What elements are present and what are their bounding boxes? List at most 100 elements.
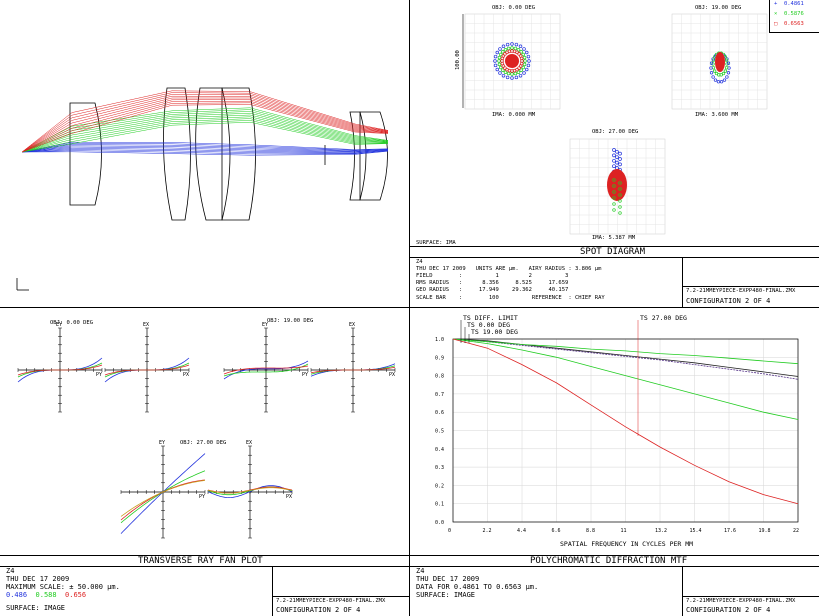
lens-1 bbox=[69, 102, 102, 206]
mtf-x-tick-label: 22 bbox=[793, 528, 799, 534]
spot-ima-label-2: IMA: 3.600 MM bbox=[695, 112, 739, 118]
mtf-series-label: TS 0.00 DEG bbox=[467, 321, 510, 329]
fan-file: 7.2-21MMEYPIECE-EXPP480-FINAL.ZMX bbox=[276, 598, 386, 604]
spot-ima-label-3: IMA: 5.387 MM bbox=[592, 235, 636, 241]
spot-obj-label-1: OBJ: 0.00 DEG bbox=[492, 5, 536, 11]
mtf-x-tick-label: 11 bbox=[621, 528, 627, 534]
ray-fan-panel: EY PY EX PX EY PY EX PX EY PY EX PX OBJ: 0.00 DEG O… bbox=[0, 308, 409, 616]
mtf-y-tick-label: 0.0 bbox=[435, 520, 444, 526]
green-rays bbox=[21, 107, 389, 153]
mtf-x-tick-label: 13.2 bbox=[655, 528, 667, 534]
svg-text:EX: EX bbox=[246, 440, 252, 446]
spot-scale-label: 100.00 bbox=[455, 50, 461, 70]
spot-obj-label-3: OBJ: 27.00 DEG bbox=[592, 129, 639, 135]
fan-field-label-2: OBJ: 19.00 DEG bbox=[267, 318, 314, 324]
spot-info-line3: RMS RADIUS : 8.356 8.525 17.659 bbox=[416, 280, 569, 286]
svg-text:PY: PY bbox=[302, 372, 308, 378]
mtf-grid bbox=[452, 338, 799, 523]
mtf-y-tick-label: 0.5 bbox=[435, 429, 444, 435]
layout-panel bbox=[0, 0, 409, 307]
mtf-y-tick-label: 0.4 bbox=[435, 447, 444, 453]
mtf-config: CONFIGURATION 2 OF 4 bbox=[686, 606, 771, 614]
mtf-x-tick-label: 4.4 bbox=[517, 528, 526, 534]
spot-info-line5: SCALE BAR : 100 REFERENCE : CHIEF RAY bbox=[416, 295, 605, 301]
mtf-y-tick-label: 0.9 bbox=[435, 355, 444, 361]
spot-info-line2: FIELD : 1 2 3 bbox=[416, 273, 569, 279]
spot-field-3 bbox=[569, 138, 666, 235]
vertical-divider bbox=[409, 0, 410, 616]
mtf-x-tick-label: 17.6 bbox=[724, 528, 736, 534]
horizontal-divider bbox=[0, 307, 819, 308]
fan-title: TRANSVERSE RAY FAN PLOT bbox=[138, 556, 263, 566]
svg-text:PX: PX bbox=[183, 372, 189, 378]
mtf-x-tick-label: 8.8 bbox=[586, 528, 595, 534]
mtf-x-axis-label: SPATIAL FREQUENCY IN CYCLES PER MM bbox=[560, 540, 693, 548]
spot-diagram-drawing bbox=[462, 13, 768, 235]
svg-text:PX: PX bbox=[389, 372, 395, 378]
spot-field-2 bbox=[671, 13, 768, 110]
svg-text:EY: EY bbox=[159, 440, 165, 446]
mtf-info-date: THU DEC 17 2009 bbox=[416, 575, 480, 583]
svg-text:EY: EY bbox=[56, 322, 62, 328]
spot-info-line1: THU DEC 17 2009 UNITS ARE µm. AIRY RADIU… bbox=[416, 266, 602, 272]
spot-field-1 bbox=[464, 13, 561, 110]
mtf-y-tick-label: 0.7 bbox=[435, 392, 444, 398]
legend-item-3: □ 0.6563 bbox=[774, 21, 804, 27]
mtf-info-z: Z4 bbox=[416, 567, 425, 575]
fan-field-label-3: OBJ: 27.00 DEG bbox=[180, 440, 227, 446]
svg-text:PX: PX bbox=[286, 494, 292, 500]
fan-info-scale: MAXIMUM SCALE: ± 50.000 µm. bbox=[6, 583, 120, 591]
mtf-y-tick-label: 1.0 bbox=[435, 337, 444, 343]
mtf-panel: 0 2.2 4.4 6.6 8.8 11 13.2 15.4 17.6 19.8 22 0.0 0.1 0… bbox=[410, 308, 819, 616]
fan-config: CONFIGURATION 2 OF 4 bbox=[276, 606, 361, 614]
mtf-title: POLYCHROMATIC DIFFRACTION MTF bbox=[530, 556, 688, 566]
svg-text:EX: EX bbox=[143, 322, 149, 328]
axis-indicator bbox=[16, 278, 29, 291]
fan-info-z: Z4 bbox=[6, 567, 15, 575]
mtf-frame bbox=[452, 338, 799, 523]
mtf-series-label: TS 19.00 DEG bbox=[471, 328, 518, 336]
mtf-y-tick-label: 0.8 bbox=[435, 374, 444, 380]
mtf-y-tick-label: 0.1 bbox=[435, 502, 444, 508]
lens-6 bbox=[359, 111, 388, 201]
mtf-series-label: TS 27.00 DEG bbox=[640, 314, 687, 322]
ray-fan-drawing: EY PY EX PX EY PY EX PX EY PY EX PX bbox=[17, 322, 396, 539]
mtf-chart: 0 2.2 4.4 6.6 8.8 11 13.2 15.4 17.6 19.8 22 0.0 0.1 0… bbox=[435, 314, 799, 548]
svg-text:PY: PY bbox=[199, 494, 205, 500]
wavelength-legend: + 0.4861 × 0.5876 □ 0.6563 bbox=[769, 0, 819, 33]
spot-file: 7.2-21MMEYPIECE-EXPP480-FINAL.ZMX bbox=[686, 288, 796, 294]
mtf-x-tick-label: 2.2 bbox=[483, 528, 492, 534]
spot-obj-label-2: OBJ: 19.00 DEG bbox=[695, 5, 742, 11]
mtf-series-line bbox=[452, 338, 799, 420]
mtf-x-tick-label: 6.6 bbox=[552, 528, 561, 534]
fan-info-wavelengths: 0.486 0.588 0.656 bbox=[6, 591, 87, 599]
fan-info-date: THU DEC 17 2009 bbox=[6, 575, 70, 583]
mtf-info-data: DATA FOR 0.4861 TO 0.6563 µm. bbox=[416, 583, 539, 591]
mtf-series-line bbox=[452, 338, 799, 365]
mtf-x-tick-label: 15.4 bbox=[690, 528, 702, 534]
fan-field-label-1: OBJ: 0.00 DEG bbox=[50, 320, 94, 326]
mtf-series-label: TS DIFF. LIMIT bbox=[463, 314, 518, 322]
red-rays bbox=[21, 90, 389, 153]
spot-info-z: Z4 bbox=[416, 259, 423, 265]
mtf-x-tick-label: 19.8 bbox=[759, 528, 771, 534]
spot-config: CONFIGURATION 2 OF 4 bbox=[686, 297, 771, 305]
mtf-y-tick-label: 0.3 bbox=[435, 465, 444, 471]
legend-item-1: + 0.4861 bbox=[774, 1, 804, 7]
mtf-y-tick-label: 0.2 bbox=[435, 483, 444, 489]
mtf-file: 7.2-21MMEYPIECE-EXPP480-FINAL.ZMX bbox=[686, 598, 796, 604]
spot-surface-label: SURFACE: IMA bbox=[416, 240, 456, 246]
mtf-info-surface: SURFACE: IMAGE bbox=[416, 591, 476, 599]
spot-diagram-panel: OBJ: 0.00 DEG OBJ: 19.00 DEG OBJ: 27.00 … bbox=[410, 0, 819, 307]
lens-4 bbox=[221, 87, 256, 221]
mtf-y-tick-label: 0.6 bbox=[435, 410, 444, 416]
fan-info-surface: SURFACE: IMAGE bbox=[6, 604, 66, 612]
blue-rays bbox=[21, 141, 389, 156]
spot-ima-label-1: IMA: 0.000 MM bbox=[492, 112, 536, 118]
mtf-series-line bbox=[452, 338, 799, 505]
mtf-x-tick-label: 0 bbox=[448, 528, 451, 534]
svg-text:EY: EY bbox=[262, 322, 268, 328]
spot-title: SPOT DIAGRAM bbox=[580, 247, 646, 257]
mtf-series-line bbox=[452, 338, 799, 380]
lens-2 bbox=[163, 87, 191, 221]
